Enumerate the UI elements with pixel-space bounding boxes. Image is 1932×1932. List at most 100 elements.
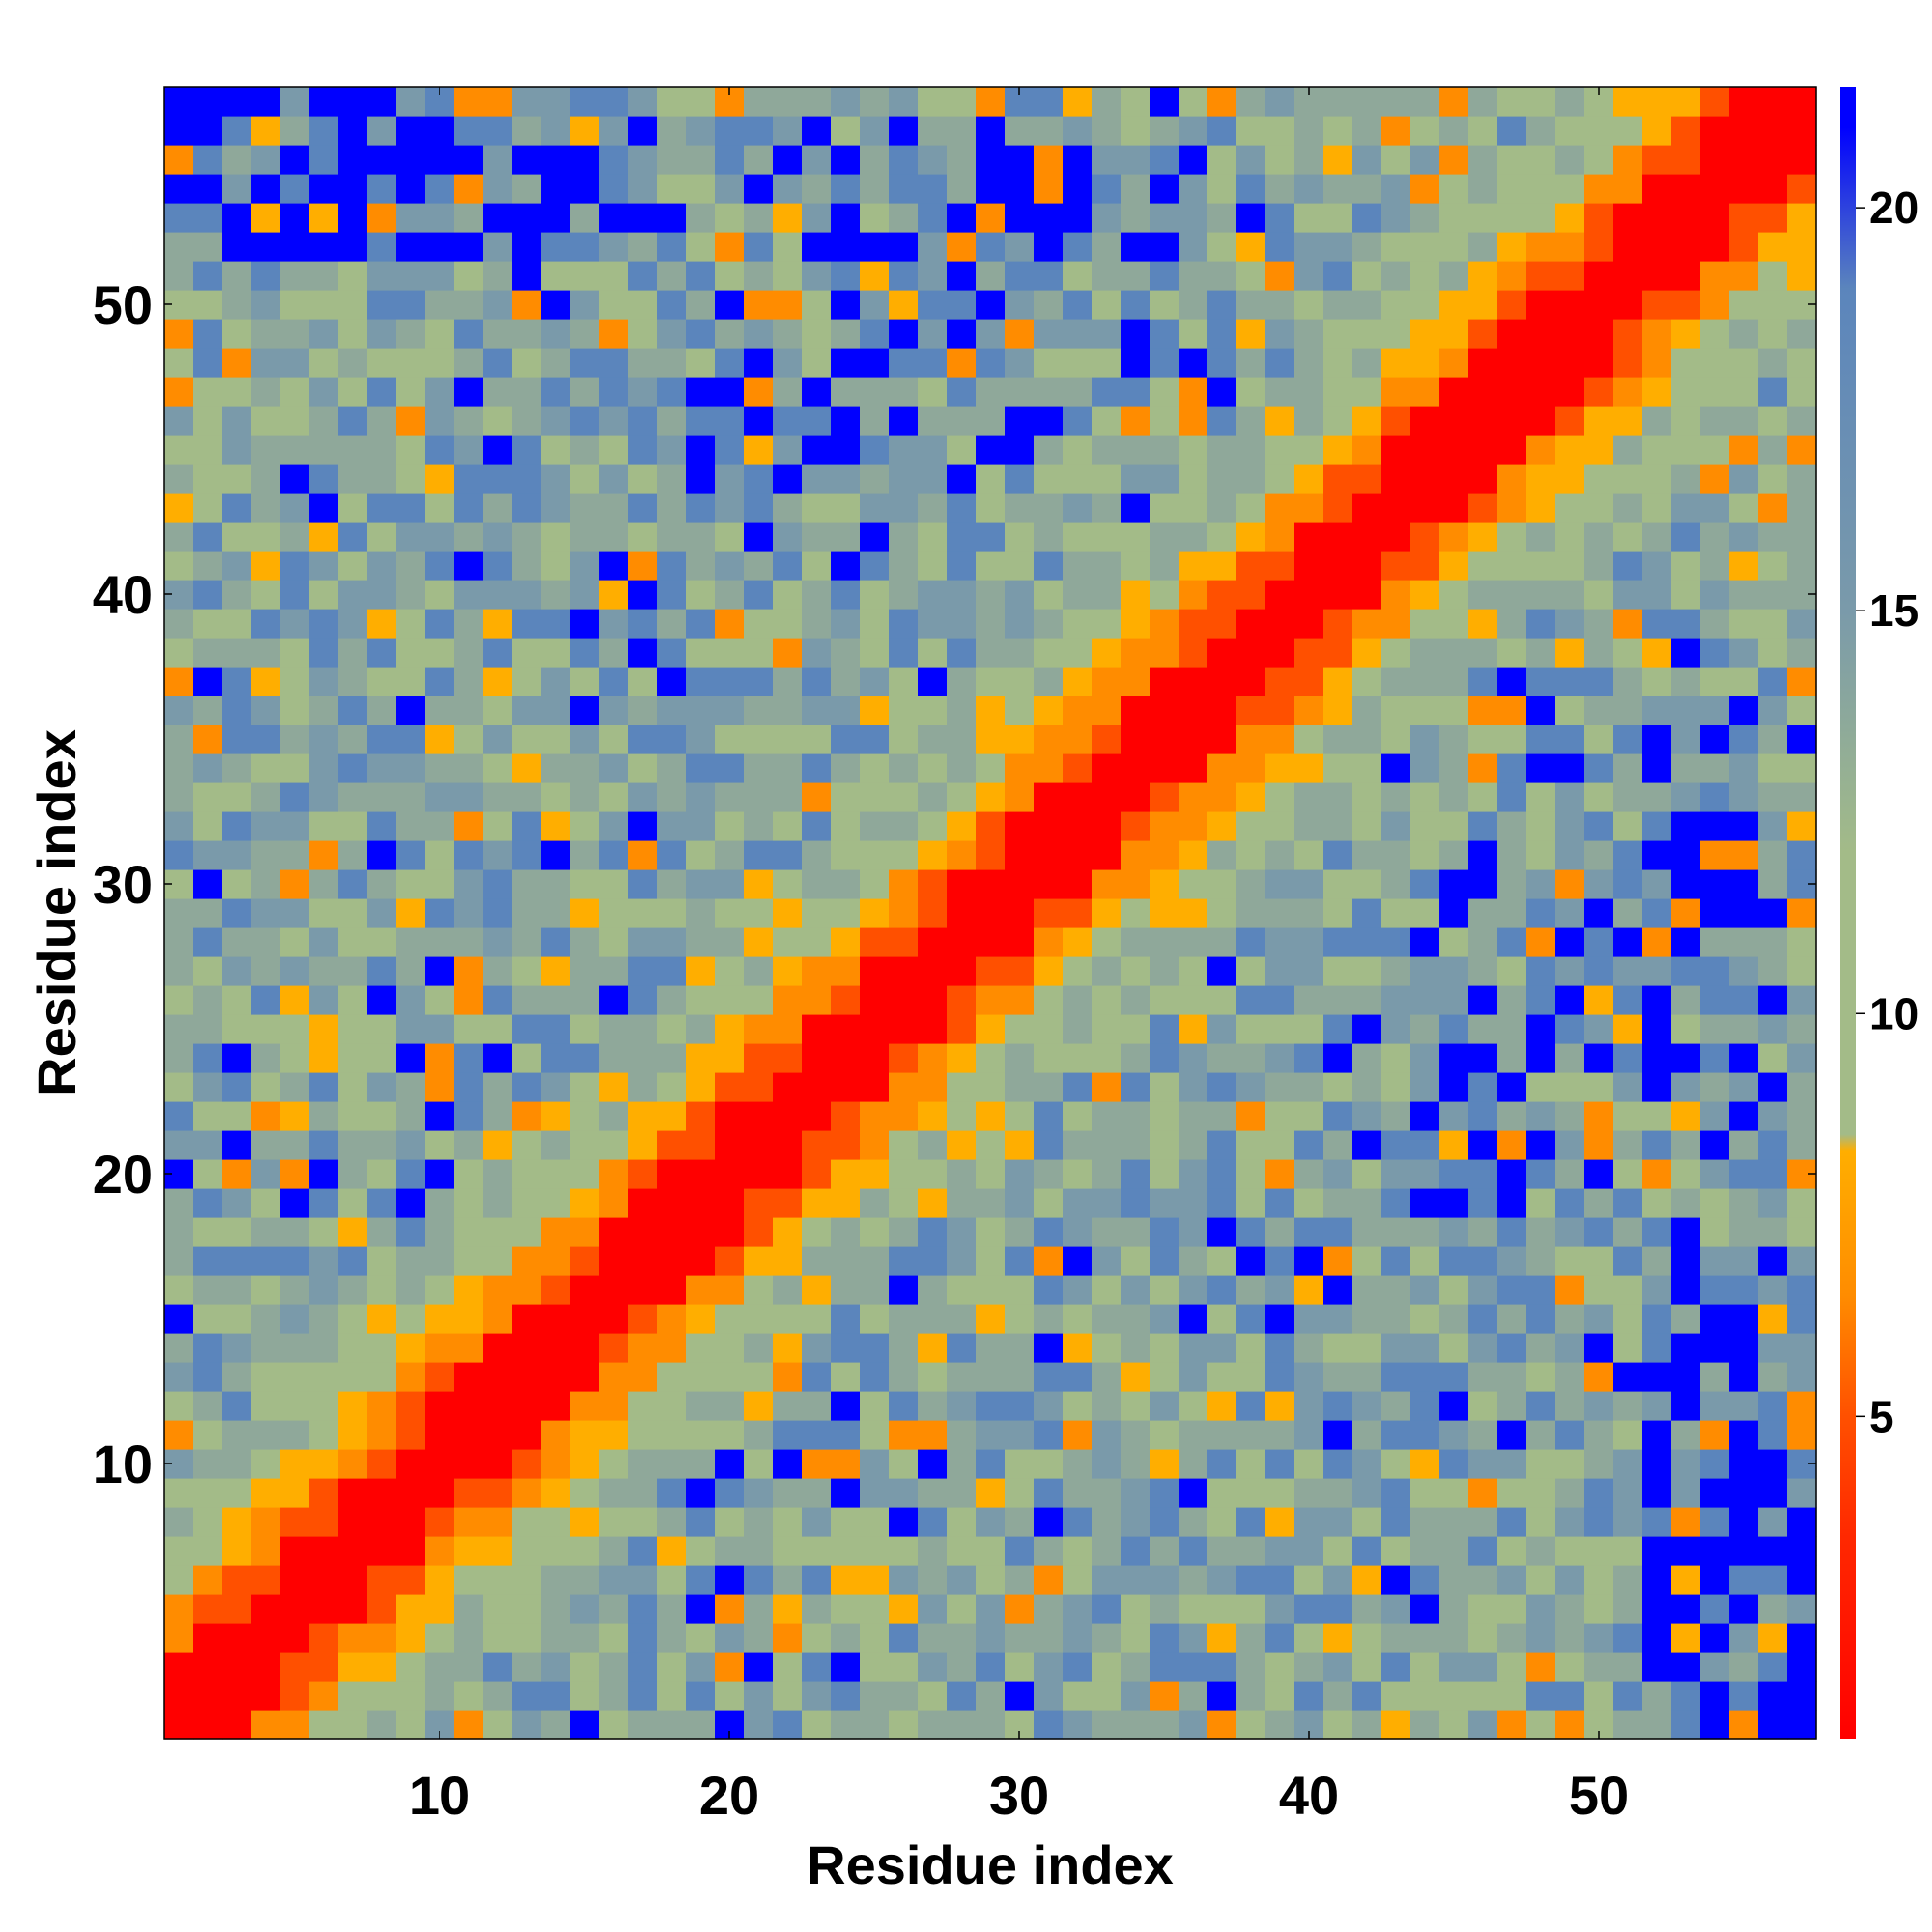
heatmap-cell bbox=[454, 782, 484, 812]
heatmap-cell bbox=[1063, 1101, 1093, 1131]
heatmap-cell bbox=[454, 1043, 484, 1073]
heatmap-cell bbox=[686, 638, 716, 668]
heatmap-cell bbox=[918, 1246, 948, 1276]
heatmap-cell bbox=[744, 1246, 774, 1276]
heatmap-cell bbox=[1671, 522, 1701, 552]
heatmap-cell bbox=[1236, 1072, 1266, 1102]
heatmap-cell bbox=[1526, 1594, 1556, 1624]
heatmap-cell bbox=[1729, 203, 1759, 233]
heatmap-cell bbox=[1410, 1420, 1440, 1450]
heatmap-cell bbox=[367, 898, 397, 928]
heatmap-cell bbox=[1497, 319, 1527, 349]
heatmap-cell bbox=[1323, 551, 1353, 581]
heatmap-cell bbox=[251, 927, 281, 957]
heatmap-cell bbox=[1381, 1652, 1411, 1682]
heatmap-cell bbox=[1613, 1304, 1643, 1334]
heatmap-cell bbox=[1265, 782, 1295, 812]
heatmap-cell bbox=[425, 290, 455, 320]
heatmap-cell bbox=[918, 927, 948, 957]
heatmap-cell bbox=[309, 174, 339, 204]
heatmap-cell bbox=[251, 1217, 281, 1247]
heatmap-cell bbox=[1787, 232, 1817, 262]
heatmap-cell bbox=[541, 406, 571, 436]
heatmap-cell bbox=[512, 1594, 542, 1624]
heatmap-cell bbox=[367, 927, 397, 957]
heatmap-cell bbox=[1410, 1594, 1440, 1624]
heatmap-cell bbox=[1584, 869, 1614, 899]
heatmap-cell bbox=[396, 1246, 426, 1276]
heatmap-cell bbox=[1265, 985, 1295, 1015]
heatmap-cell bbox=[222, 1188, 252, 1218]
heatmap-cell bbox=[1092, 753, 1122, 783]
heatmap-cell bbox=[1150, 1275, 1179, 1305]
heatmap-cell bbox=[1671, 869, 1701, 899]
heatmap-cell bbox=[1179, 1101, 1208, 1131]
heatmap-cell bbox=[1700, 1565, 1730, 1595]
heatmap-cell bbox=[1526, 290, 1556, 320]
heatmap-cell bbox=[1150, 667, 1179, 696]
heatmap-cell bbox=[483, 232, 513, 262]
heatmap-cell bbox=[1208, 1101, 1237, 1131]
heatmap-cell bbox=[1063, 406, 1093, 436]
heatmap-cell bbox=[1265, 348, 1295, 378]
heatmap-cell bbox=[1526, 493, 1556, 523]
heatmap-cell bbox=[628, 985, 658, 1015]
heatmap-cell bbox=[1613, 145, 1643, 175]
heatmap-cell bbox=[251, 319, 281, 349]
heatmap-cell bbox=[338, 1362, 368, 1392]
heatmap-cell bbox=[1410, 290, 1440, 320]
heatmap-cell bbox=[1410, 840, 1440, 870]
heatmap-cell bbox=[338, 377, 368, 407]
heatmap-cell bbox=[251, 1565, 281, 1595]
heatmap-cell bbox=[744, 1159, 774, 1189]
heatmap-cell bbox=[338, 811, 368, 841]
heatmap-cell bbox=[1700, 1710, 1730, 1740]
heatmap-cell bbox=[1468, 1072, 1498, 1102]
heatmap-cell bbox=[889, 87, 919, 117]
heatmap-cell bbox=[1468, 116, 1498, 146]
heatmap-cell bbox=[1410, 1101, 1440, 1131]
heatmap-cell bbox=[1323, 1681, 1353, 1711]
heatmap-cell bbox=[222, 1681, 252, 1711]
heatmap-cell bbox=[512, 782, 542, 812]
heatmap-cell bbox=[802, 1478, 832, 1508]
heatmap-cell bbox=[1700, 1072, 1730, 1102]
heatmap-cell bbox=[396, 1391, 426, 1421]
heatmap-cell bbox=[1497, 1391, 1527, 1421]
heatmap-cell bbox=[831, 1217, 861, 1247]
heatmap-cell bbox=[1150, 753, 1179, 783]
heatmap-cell bbox=[483, 1681, 513, 1711]
heatmap-cell bbox=[1642, 1014, 1672, 1044]
heatmap-cell bbox=[1063, 1188, 1093, 1218]
heatmap-cell bbox=[222, 869, 252, 899]
heatmap-cell bbox=[1121, 319, 1151, 349]
heatmap-cell bbox=[628, 1333, 658, 1363]
heatmap-cell bbox=[1410, 319, 1440, 349]
heatmap-cell bbox=[454, 840, 484, 870]
heatmap-cell bbox=[831, 261, 861, 291]
heatmap-cell bbox=[1236, 1710, 1266, 1740]
heatmap-cell bbox=[338, 956, 368, 986]
heatmap-cell bbox=[1092, 1420, 1122, 1450]
heatmap-cell bbox=[1497, 406, 1527, 436]
heatmap-cell bbox=[454, 1391, 484, 1421]
heatmap-cell bbox=[1179, 87, 1208, 117]
heatmap-cell bbox=[1671, 406, 1701, 436]
heatmap-cell bbox=[367, 667, 397, 696]
heatmap-cell bbox=[1787, 638, 1817, 668]
heatmap-cell bbox=[193, 927, 223, 957]
heatmap-cell bbox=[947, 435, 977, 465]
heatmap-cell bbox=[309, 898, 339, 928]
heatmap-cell bbox=[1468, 145, 1498, 175]
heatmap-cell bbox=[222, 840, 252, 870]
heatmap-cell bbox=[860, 1565, 890, 1595]
heatmap-cell bbox=[1526, 522, 1556, 552]
heatmap-cell bbox=[193, 1130, 223, 1160]
heatmap-cell bbox=[541, 1333, 571, 1363]
heatmap-cell bbox=[1671, 580, 1701, 610]
heatmap-cell bbox=[686, 1101, 716, 1131]
heatmap-cell bbox=[454, 464, 484, 494]
heatmap-cell bbox=[1179, 1275, 1208, 1305]
heatmap-cell bbox=[889, 1536, 919, 1566]
heatmap-cell bbox=[860, 1188, 890, 1218]
